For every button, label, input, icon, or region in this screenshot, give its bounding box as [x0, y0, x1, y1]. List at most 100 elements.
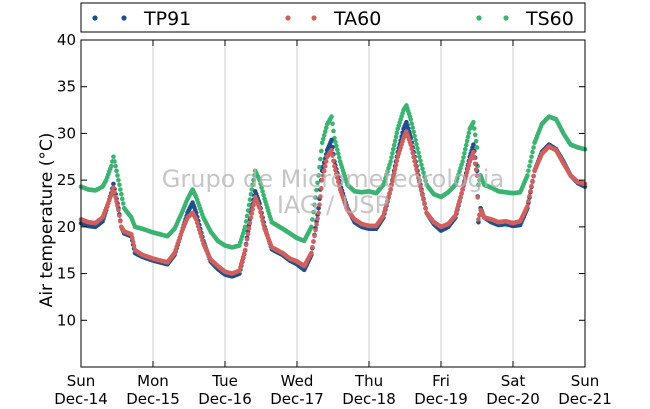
data-point: [391, 170, 397, 176]
y-tick-label: 20: [57, 218, 76, 236]
legend-marker: [92, 15, 98, 21]
watermark-line-1: Grupo de Micrometeorologia: [162, 165, 504, 193]
data-point: [412, 158, 417, 164]
y-tick-label: 25: [57, 171, 76, 189]
data-point: [333, 167, 338, 173]
data-point: [309, 250, 314, 256]
legend-marker: [121, 15, 127, 21]
data-point: [473, 167, 479, 172]
data-point: [318, 156, 323, 162]
data-point: [412, 133, 417, 139]
data-point: [472, 155, 477, 161]
y-axis-label: Air temperature (°C): [37, 133, 57, 308]
data-point: [249, 211, 255, 216]
data-point: [321, 168, 327, 174]
vertical-gridlines: [152, 40, 514, 367]
y-tick-labels: 10 15 20 25 30 35 40: [57, 31, 76, 329]
data-point: [466, 162, 472, 168]
x-tick-label-date: Dec-20: [486, 390, 540, 408]
data-point: [421, 197, 426, 202]
data-point: [199, 234, 204, 240]
data-point: [250, 182, 255, 188]
data-point: [384, 202, 389, 207]
data-point: [392, 166, 398, 172]
data-point: [130, 239, 136, 245]
x-tick-label-date: Dec-21: [558, 390, 612, 408]
data-point: [423, 178, 428, 184]
data-point: [408, 117, 414, 122]
data-point: [465, 134, 471, 140]
data-point: [393, 134, 399, 140]
data-point: [394, 130, 400, 136]
data-point: [382, 209, 387, 215]
x-tick-label-date: Dec-18: [342, 390, 396, 408]
data-point: [391, 174, 396, 180]
x-tick-label-day: Sun: [571, 372, 600, 390]
data-point: [335, 151, 341, 156]
data-point: [529, 154, 534, 160]
data-point: [416, 150, 421, 155]
data-point: [259, 185, 264, 190]
data-point: [243, 219, 249, 224]
data-point: [114, 199, 119, 204]
data-point: [391, 146, 396, 152]
data-point: [474, 173, 480, 178]
data-point: [257, 177, 262, 183]
data-point: [322, 163, 328, 169]
data-point: [315, 216, 320, 221]
data-point: [316, 205, 321, 211]
x-tick-label-day: Thu: [354, 372, 383, 390]
data-point: [415, 146, 420, 151]
data-point: [323, 125, 329, 131]
data-point: [526, 168, 531, 174]
data-point: [421, 170, 426, 176]
data-point: [422, 174, 427, 180]
data-point: [335, 175, 340, 181]
data-point: [251, 177, 256, 183]
data-point: [409, 121, 415, 126]
y-tick-label: 40: [57, 31, 76, 49]
data-point: [453, 213, 458, 218]
data-point: [261, 192, 266, 198]
x-tick-label-day: Sat: [501, 372, 526, 390]
data-point: [329, 147, 334, 153]
data-point: [472, 126, 477, 131]
data-point: [381, 213, 386, 218]
data-point: [311, 209, 316, 215]
data-point: [249, 187, 255, 192]
data-point: [244, 213, 250, 219]
data-point: [462, 180, 467, 185]
data-point: [417, 179, 422, 185]
data-point: [336, 183, 342, 188]
data-point: [475, 195, 481, 200]
data-point: [115, 203, 120, 208]
data-point: [248, 191, 254, 197]
data-point: [260, 189, 265, 194]
data-point: [258, 181, 263, 187]
data-point: [196, 227, 202, 233]
data-point: [385, 198, 390, 203]
data-point: [390, 150, 395, 156]
data-point: [463, 146, 468, 152]
data-point: [460, 187, 465, 192]
data-point: [319, 177, 325, 183]
data-point: [118, 187, 123, 192]
y-tick-label: 10: [57, 311, 76, 329]
data-point: [413, 163, 418, 168]
data-point: [315, 180, 320, 186]
y-tick-label: 30: [57, 124, 76, 142]
data-point: [323, 159, 329, 164]
data-point: [260, 218, 265, 223]
data-point: [318, 194, 323, 199]
data-point: [330, 153, 335, 158]
series-ts60: [78, 103, 588, 250]
data-point: [118, 218, 123, 224]
data-point: [419, 162, 424, 168]
data-point: [259, 214, 264, 219]
data-point: [476, 217, 481, 222]
data-point: [411, 154, 416, 160]
data-point: [390, 179, 395, 184]
data-point: [247, 197, 253, 202]
data-series: [78, 103, 588, 279]
data-point: [465, 166, 471, 171]
